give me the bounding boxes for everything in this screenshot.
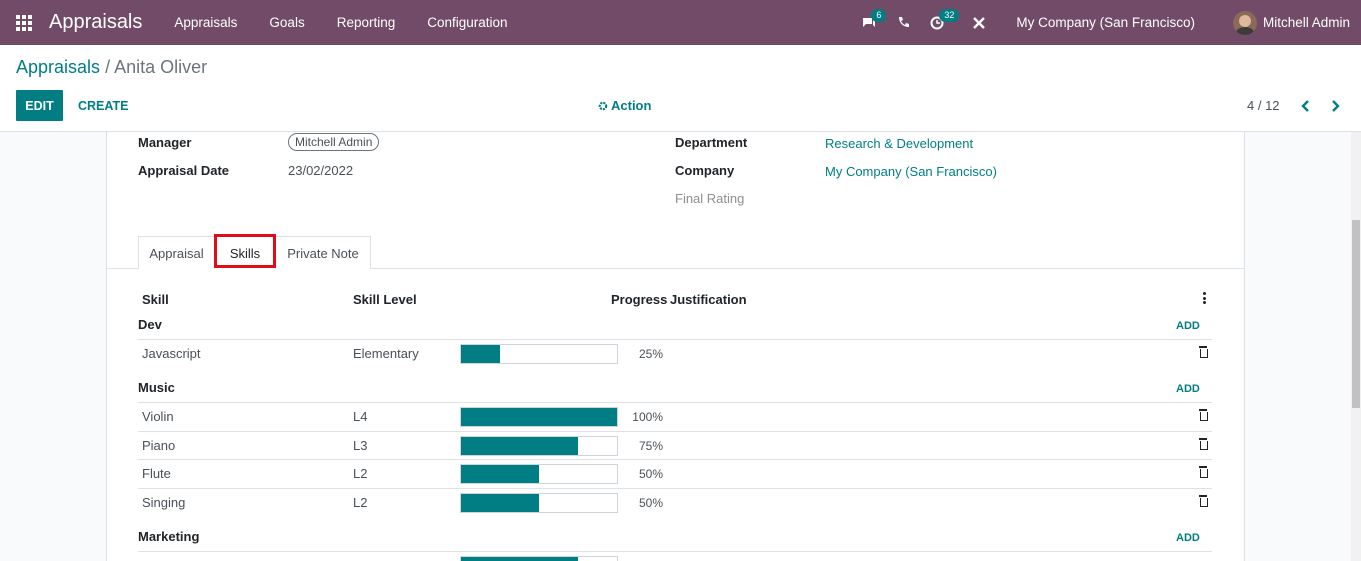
- tabs-divider: [107, 268, 1244, 269]
- progress-value: 100%: [632, 410, 663, 424]
- create-button[interactable]: CREATE: [78, 98, 129, 113]
- menu-reporting[interactable]: Reporting: [336, 15, 396, 30]
- progress-bar: [460, 407, 618, 427]
- column-justification[interactable]: Justification: [670, 292, 747, 307]
- progress-value: 75%: [638, 439, 663, 453]
- company-link[interactable]: My Company (San Francisco): [825, 164, 997, 179]
- column-skill-level[interactable]: Skill Level: [353, 292, 417, 307]
- skills-tab-highlight: [214, 234, 276, 268]
- group-marketing: Marketing: [138, 529, 200, 544]
- messages-badge: 6: [871, 9, 887, 22]
- manager-label: Manager: [138, 135, 192, 150]
- skill-name: Singing: [142, 495, 186, 510]
- messages-icon[interactable]: 6: [856, 0, 887, 45]
- menu-appraisals[interactable]: Appraisals: [174, 15, 238, 30]
- breadcrumb: Appraisals / Anita Oliver: [16, 57, 207, 78]
- tab-appraisal[interactable]: Appraisal: [138, 236, 215, 269]
- skill-level: L2: [353, 466, 368, 481]
- final-rating-label: Final Rating: [675, 191, 745, 206]
- breadcrumb-root[interactable]: Appraisals: [16, 57, 101, 77]
- pager-next-icon[interactable]: [1330, 90, 1340, 121]
- progress-value: 50%: [638, 467, 663, 481]
- scrollbar-thumb[interactable]: [1352, 220, 1360, 408]
- delete-icon[interactable]: [1198, 495, 1208, 507]
- activities-badge: 32: [939, 9, 960, 22]
- appraisal-date-label: Appraisal Date: [138, 163, 230, 178]
- column-skill[interactable]: Skill: [142, 292, 169, 307]
- progress-bar: [460, 436, 618, 456]
- optional-columns-icon[interactable]: [1203, 292, 1206, 306]
- column-progress[interactable]: Progress: [611, 292, 668, 307]
- company-switcher[interactable]: My Company (San Francisco): [1016, 15, 1195, 30]
- form-sheet: Manager Mitchell Admin Appraisal Date 23…: [106, 132, 1245, 561]
- appraisal-date-value: 23/02/2022: [288, 163, 354, 178]
- skill-level: L2: [353, 495, 368, 510]
- phone-icon[interactable]: [890, 0, 916, 45]
- activities-icon[interactable]: 32: [924, 0, 960, 45]
- table-row[interactable]: Javascript Elementary 25%: [138, 339, 1212, 368]
- table-row[interactable]: Singing L2 50%: [138, 488, 1212, 517]
- delete-icon[interactable]: [1198, 438, 1208, 450]
- company-label: Company: [675, 163, 735, 178]
- skill-name: Piano: [142, 438, 176, 453]
- app-brand[interactable]: Appraisals: [49, 11, 143, 33]
- top-navbar: Appraisals Appraisals Goals Reporting Co…: [0, 0, 1361, 45]
- tools-icon[interactable]: [966, 0, 992, 45]
- department-label: Department: [675, 135, 748, 150]
- tab-private-note[interactable]: Private Note: [275, 236, 371, 269]
- skill-name: Javascript: [142, 346, 201, 361]
- table-row[interactable]: Piano L3 75%: [138, 431, 1212, 460]
- delete-icon[interactable]: [1198, 409, 1208, 421]
- skill-level: L3: [353, 438, 368, 453]
- action-menu[interactable]: Action: [598, 90, 651, 121]
- delete-icon[interactable]: [1198, 346, 1208, 358]
- user-avatar[interactable]: [1232, 10, 1257, 35]
- progress-bar: [460, 556, 618, 561]
- menu-goals[interactable]: Goals: [269, 15, 305, 30]
- page-scrollbar[interactable]: [1351, 132, 1361, 561]
- add-dev-button[interactable]: ADD: [1176, 320, 1200, 332]
- add-marketing-button[interactable]: ADD: [1176, 532, 1200, 544]
- edit-button[interactable]: EDIT: [16, 90, 63, 121]
- group-music: Music: [138, 380, 175, 395]
- progress-bar: [460, 464, 618, 484]
- progress-bar: [460, 344, 618, 364]
- skill-level: Elementary: [353, 346, 419, 361]
- progress-bar: [460, 493, 618, 513]
- group-dev: Dev: [138, 317, 162, 332]
- table-row[interactable]: Violin L4 100%: [138, 402, 1212, 431]
- delete-icon[interactable]: [1198, 466, 1208, 478]
- skill-name: Flute: [142, 466, 171, 481]
- pager-previous-icon[interactable]: [1301, 90, 1311, 121]
- breadcrumb-current: Anita Oliver: [114, 57, 208, 77]
- pager-value[interactable]: 4 / 12: [1247, 98, 1280, 113]
- progress-value: 25%: [638, 347, 663, 361]
- skill-name: Violin: [142, 409, 174, 424]
- menu-configuration[interactable]: Configuration: [427, 15, 508, 30]
- table-row[interactable]: [138, 551, 1212, 561]
- gear-icon: [598, 101, 608, 110]
- apps-menu-icon[interactable]: [0, 0, 48, 45]
- progress-value: 50%: [638, 496, 663, 510]
- action-label: Action: [611, 98, 652, 113]
- manager-tag[interactable]: Mitchell Admin: [288, 133, 380, 151]
- control-panel: Appraisals / Anita Oliver EDIT CREATE Ac…: [0, 45, 1361, 132]
- skill-level: L4: [353, 409, 368, 424]
- user-menu[interactable]: Mitchell Admin: [1262, 15, 1350, 30]
- table-row[interactable]: Flute L2 50%: [138, 459, 1212, 488]
- breadcrumb-separator: /: [105, 57, 111, 77]
- department-link[interactable]: Research & Development: [825, 136, 974, 151]
- add-music-button[interactable]: ADD: [1176, 383, 1200, 395]
